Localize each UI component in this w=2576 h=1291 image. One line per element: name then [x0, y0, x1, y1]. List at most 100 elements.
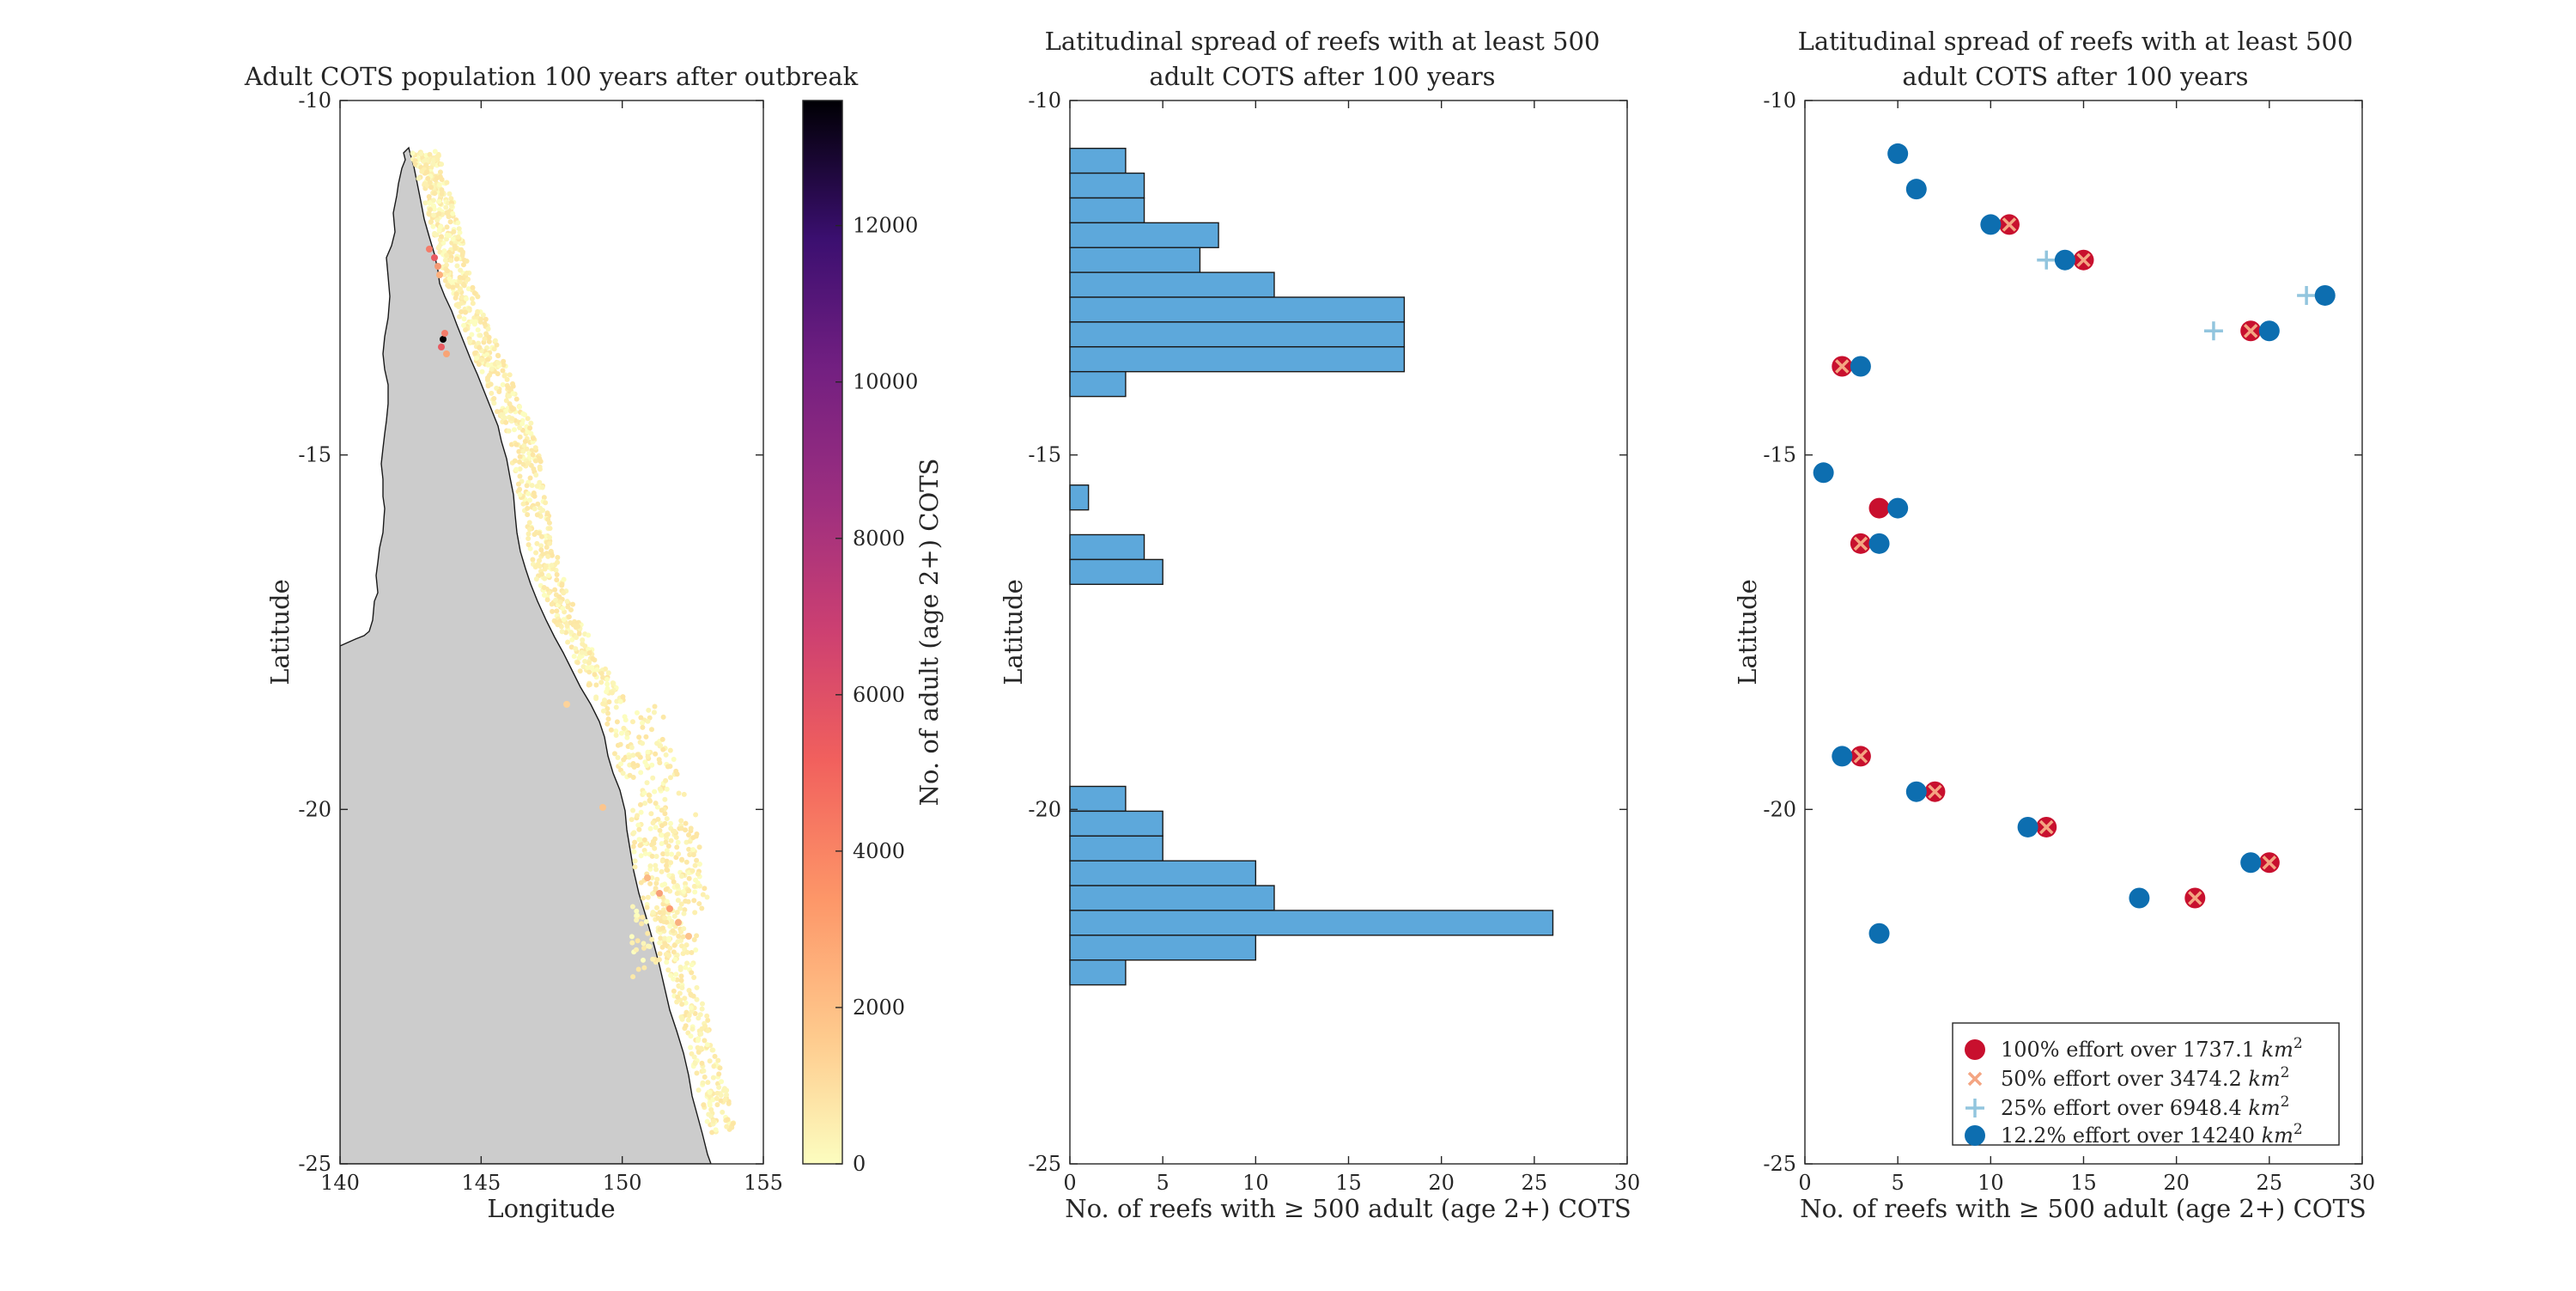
reef-point [426, 211, 432, 217]
reef-point [675, 994, 681, 1000]
reef-point [695, 871, 701, 877]
reef-point [635, 966, 641, 972]
y-tick-label: -20 [1763, 797, 1796, 821]
reef-point [683, 942, 690, 948]
reef-point [688, 1044, 694, 1050]
scatter-point-series-3 [1832, 746, 1853, 767]
reef-point [707, 1102, 713, 1108]
reef-point [714, 1090, 720, 1096]
reef-point [686, 887, 692, 893]
reef-point [710, 1118, 716, 1124]
reef-point [580, 664, 586, 670]
reef-point [547, 526, 553, 532]
legend-marker-2 [1965, 1099, 1984, 1117]
reef-point [545, 553, 551, 559]
y-tick-label: -15 [298, 443, 331, 467]
reef-point [457, 314, 463, 320]
reef-point [561, 617, 567, 623]
reef-point [525, 460, 531, 466]
reef-point [416, 175, 422, 181]
reef-point [675, 898, 681, 904]
map-axes-box [339, 100, 764, 1165]
reef-point [645, 753, 651, 759]
reef-point [637, 837, 643, 843]
reef-point [679, 1002, 685, 1008]
reef-point [650, 910, 656, 916]
reef-point [446, 214, 452, 220]
hist-bar [1069, 321, 1406, 348]
reef-point [653, 904, 659, 910]
reef-point [450, 284, 456, 290]
reef-point [430, 223, 436, 229]
reef-point [537, 479, 543, 485]
reef-point [668, 860, 674, 866]
reef-point [471, 350, 477, 356]
reef-point [467, 338, 473, 344]
reef-point [544, 545, 550, 551]
reef-point [531, 466, 537, 472]
reef-point [664, 898, 670, 904]
reef-point [463, 326, 469, 332]
reef-point [712, 1053, 718, 1059]
reef-point [457, 229, 463, 235]
map-xlabel: Longitude [487, 1194, 615, 1223]
scatter-point-series-1 [2188, 891, 2202, 905]
reef-point [653, 886, 659, 892]
reef-point [689, 962, 695, 968]
reef-point [632, 839, 638, 845]
reef-point [673, 834, 679, 840]
reef-point [694, 933, 700, 939]
reef-point [457, 274, 463, 280]
reef-point [657, 910, 663, 916]
scatter-title-line-2: adult COTS after 100 years [1902, 62, 2248, 91]
scatter-xlabel: No. of reefs with ≥ 500 adult (age 2+) C… [1800, 1194, 2366, 1223]
reef-point [653, 801, 659, 807]
reef-point [683, 859, 690, 865]
scatter-point-series-3 [1850, 356, 1871, 377]
reef-point [489, 390, 495, 396]
reef-hotspot [563, 701, 570, 708]
reef-point [659, 823, 665, 829]
reef-point [696, 862, 702, 868]
reef-point [605, 705, 611, 711]
hist-bar [1069, 885, 1275, 911]
reef-point [639, 921, 645, 927]
scatter-point-series-2 [2297, 285, 2317, 305]
reef-point [471, 321, 477, 327]
reef-point [690, 852, 696, 858]
reef-point [658, 935, 664, 941]
reef-point [579, 649, 585, 655]
reef-point [665, 967, 671, 973]
reef-point [682, 996, 688, 1002]
reef-point [427, 151, 433, 157]
map-title: Adult COTS population 100 years after ou… [244, 62, 859, 91]
reef-point [671, 828, 677, 834]
x-tick-label: 5 [1892, 1171, 1905, 1195]
reef-point [609, 690, 615, 696]
y-tick-label: -20 [1028, 797, 1061, 821]
reef-point [698, 1031, 704, 1037]
scatter-point-series-3 [1980, 214, 2002, 235]
reef-point [696, 1087, 702, 1093]
reef-point [442, 277, 448, 283]
reef-point [553, 597, 559, 603]
reef-point [534, 484, 540, 490]
reef-point [501, 373, 507, 379]
reef-point [699, 905, 705, 911]
reef-point [430, 212, 436, 218]
reef-point [630, 807, 636, 813]
reef-point [470, 301, 476, 307]
reef-point [443, 204, 449, 210]
reef-point [714, 1095, 720, 1101]
reef-point [586, 650, 592, 656]
reef-point [665, 843, 671, 850]
reef-point [694, 857, 700, 863]
reef-point [671, 913, 677, 919]
colorbar-tick-label: 0 [853, 1152, 866, 1176]
reef-point [663, 777, 669, 783]
reef-point [674, 844, 680, 850]
reef-point [470, 284, 476, 290]
reef-point [678, 973, 684, 979]
reef-point [510, 391, 516, 397]
reef-point [650, 956, 656, 962]
